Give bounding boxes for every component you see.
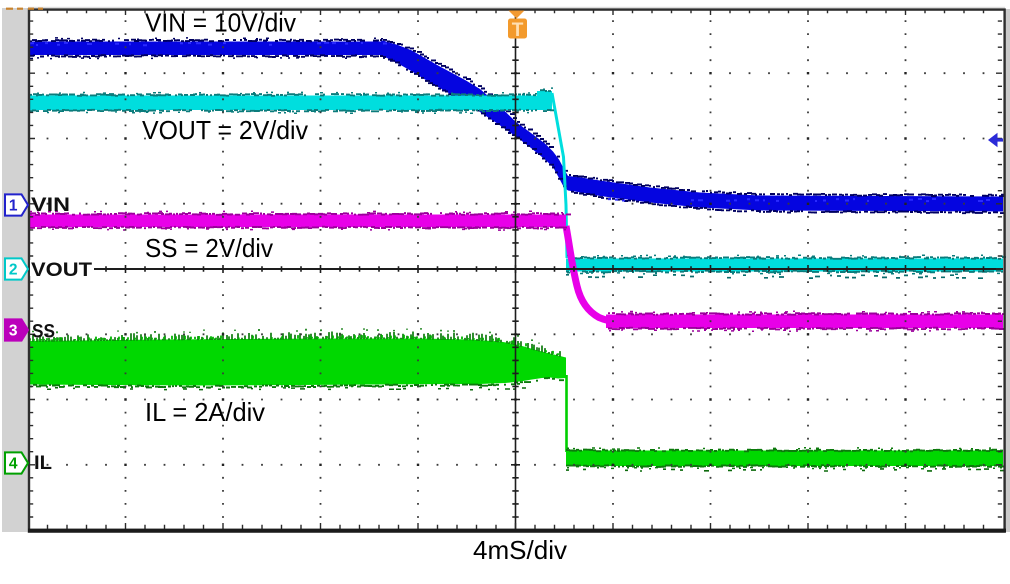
svg-text:IL = 2A/div: IL = 2A/div xyxy=(145,397,265,427)
svg-text:2: 2 xyxy=(9,262,18,279)
svg-text:4mS/div: 4mS/div xyxy=(473,535,567,565)
svg-text:VIN: VIN xyxy=(31,195,70,216)
svg-text:3: 3 xyxy=(9,323,18,340)
svg-text:SS = 2V/div: SS = 2V/div xyxy=(145,233,273,263)
svg-text:1: 1 xyxy=(9,198,18,215)
svg-text:SS: SS xyxy=(32,322,55,343)
svg-text:T: T xyxy=(512,20,524,41)
svg-text:4: 4 xyxy=(9,456,18,473)
svg-text:VOUT: VOUT xyxy=(31,260,92,281)
svg-text:VOUT = 2V/div: VOUT = 2V/div xyxy=(142,115,308,145)
svg-text:IL: IL xyxy=(34,453,52,474)
svg-text:VIN = 10V/div: VIN = 10V/div xyxy=(145,8,296,38)
